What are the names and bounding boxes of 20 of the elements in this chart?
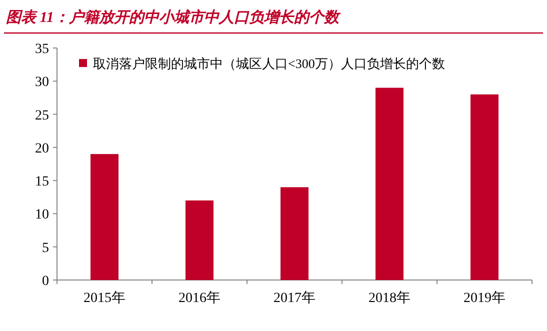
x-tick-label: 2016年	[178, 290, 220, 306]
y-tick-label: 25	[35, 108, 49, 124]
x-tick-label: 2018年	[368, 290, 410, 306]
x-tick-label: 2015年	[84, 290, 126, 306]
y-tick-label: 5	[42, 240, 49, 256]
y-tick-label: 35	[35, 42, 49, 57]
y-tick-label: 20	[35, 141, 49, 156]
bar	[280, 187, 308, 280]
y-tick-label: 15	[35, 174, 49, 190]
bar	[470, 94, 498, 280]
chart-title: 图表 11：户籍放开的中小城市中人口负增长的个数	[6, 8, 341, 26]
bar	[376, 88, 404, 280]
y-tick-label: 30	[35, 75, 49, 90]
x-tick-label: 2019年	[464, 290, 506, 306]
bar	[90, 154, 118, 280]
y-tick-label: 0	[42, 274, 49, 289]
y-tick-label: 10	[35, 208, 49, 223]
x-tick-label: 2017年	[274, 290, 316, 306]
legend-label: 取消落户限制的城市中（城区人口<300万）人口负增长的个数	[93, 56, 445, 71]
bar	[186, 200, 214, 280]
